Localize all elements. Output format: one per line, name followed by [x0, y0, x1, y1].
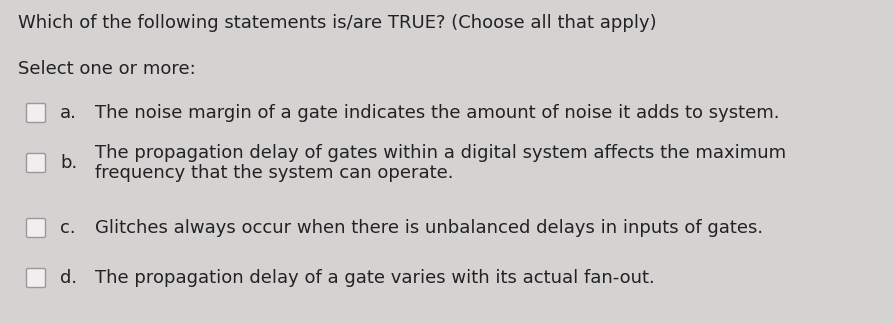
Text: The noise margin of a gate indicates the amount of noise it adds to system.: The noise margin of a gate indicates the…	[95, 104, 780, 122]
FancyBboxPatch shape	[27, 103, 46, 122]
Text: a.: a.	[60, 104, 77, 122]
Text: d.: d.	[60, 269, 77, 287]
Text: Which of the following statements is/are TRUE? (Choose all that apply): Which of the following statements is/are…	[18, 14, 656, 32]
FancyBboxPatch shape	[27, 218, 46, 237]
FancyBboxPatch shape	[27, 269, 46, 287]
Text: frequency that the system can operate.: frequency that the system can operate.	[95, 164, 453, 182]
Text: b.: b.	[60, 154, 77, 172]
Text: Glitches always occur when there is unbalanced delays in inputs of gates.: Glitches always occur when there is unba…	[95, 219, 763, 237]
Text: Select one or more:: Select one or more:	[18, 60, 196, 78]
Text: The propagation delay of a gate varies with its actual fan-out.: The propagation delay of a gate varies w…	[95, 269, 654, 287]
Text: c.: c.	[60, 219, 76, 237]
Text: The propagation delay of gates within a digital system affects the maximum: The propagation delay of gates within a …	[95, 144, 786, 162]
FancyBboxPatch shape	[27, 154, 46, 172]
